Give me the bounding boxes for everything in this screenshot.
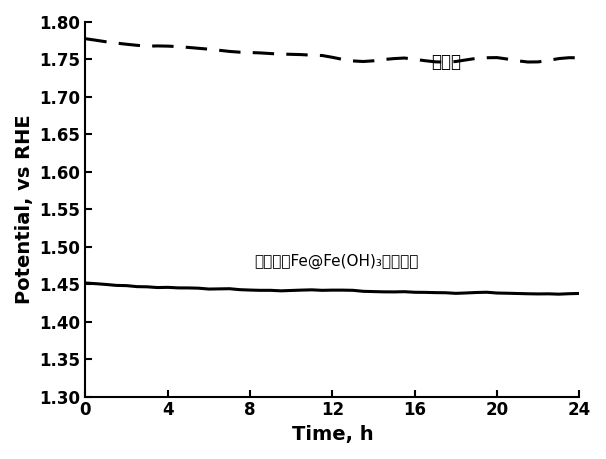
X-axis label: Time, h: Time, h xyxy=(291,425,373,444)
Text: 三维多孔Fe@Fe(OH)₃析氧阳极: 三维多孔Fe@Fe(OH)₃析氧阳极 xyxy=(254,254,419,269)
Y-axis label: Potential, vs RHE: Potential, vs RHE xyxy=(15,114,34,304)
Text: 泡沫镖: 泡沫镖 xyxy=(431,53,461,71)
